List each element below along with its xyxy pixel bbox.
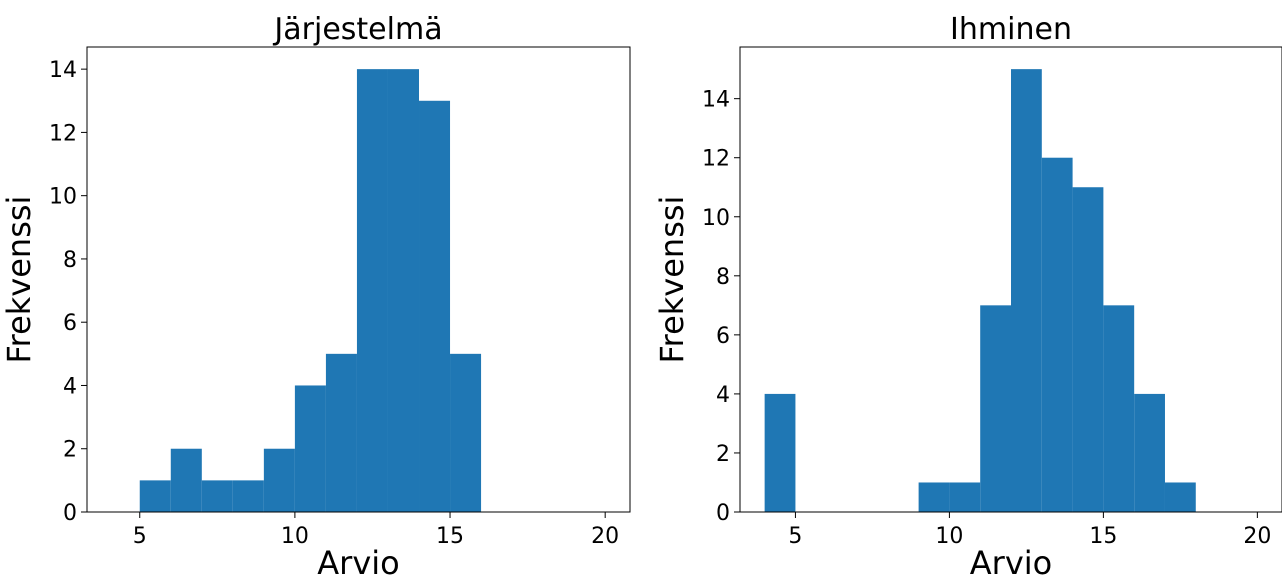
x-axis-ticks: 5 10 15 20 xyxy=(133,512,619,549)
histogram-bar xyxy=(356,69,388,513)
x-tick-label: 15 xyxy=(436,524,464,549)
y-tick-label: 14 xyxy=(702,88,730,113)
histogram-bar xyxy=(170,448,202,512)
x-tick-label: 20 xyxy=(591,524,619,549)
bars-group xyxy=(764,69,1196,513)
x-axis-label: Arvio xyxy=(970,544,1052,581)
y-tick-label: 12 xyxy=(702,147,730,172)
histogram-bar xyxy=(1103,305,1135,512)
histogram-bar xyxy=(263,448,295,512)
plot-frame xyxy=(739,46,1282,513)
y-tick-label: 0 xyxy=(63,501,77,526)
histogram-bar xyxy=(1041,157,1073,512)
histogram-bar xyxy=(1134,393,1165,512)
y-tick-label: 0 xyxy=(716,501,730,526)
bars-group xyxy=(139,69,482,513)
histogram-bar xyxy=(450,353,482,512)
y-tick-label: 8 xyxy=(63,248,77,273)
histogram-bar xyxy=(1164,482,1196,512)
histogram-panel-ihminen: 5 10 15 20 0 2 4 6 8 10 12 14 Ihminen Arvio Frekve… xyxy=(653,12,1282,581)
x-axis-ticks: 5 10 15 20 xyxy=(788,512,1271,549)
histogram-bar xyxy=(325,353,357,512)
histogram-bar xyxy=(764,393,796,512)
histogram-bar xyxy=(949,482,981,512)
histogram-bar xyxy=(980,305,1011,512)
plot-frame xyxy=(86,46,631,513)
y-tick-label: 12 xyxy=(49,121,77,146)
x-tick-label: 5 xyxy=(788,524,802,549)
chart-title: Ihminen xyxy=(950,12,1072,47)
y-tick-label: 14 xyxy=(49,58,77,83)
x-tick-label: 10 xyxy=(935,524,963,549)
y-tick-label: 8 xyxy=(716,265,730,290)
x-tick-label: 5 xyxy=(133,524,147,549)
histogram-bar xyxy=(419,100,451,512)
histogram-bar xyxy=(1011,69,1042,513)
y-axis-label: Frekvenssi xyxy=(653,196,691,364)
y-axis-ticks: 0 2 4 6 8 10 12 14 xyxy=(49,58,87,526)
histogram-panel-jarjestelma: 5 10 15 20 0 2 4 6 8 10 12 14 Järjestelmä Arvio Fr… xyxy=(0,12,631,581)
histogram-bar xyxy=(139,480,171,512)
x-axis-label: Arvio xyxy=(317,544,399,581)
x-tick-label: 10 xyxy=(281,524,309,549)
y-tick-label: 4 xyxy=(716,383,730,408)
histogram-bar xyxy=(232,480,264,512)
histogram-bar xyxy=(294,385,326,512)
histogram-bar xyxy=(201,480,233,512)
x-tick-label: 15 xyxy=(1089,524,1117,549)
y-tick-label: 6 xyxy=(716,324,730,349)
x-tick-label: 20 xyxy=(1243,524,1271,549)
histogram-bar xyxy=(387,69,420,513)
y-tick-label: 2 xyxy=(63,438,77,463)
y-tick-label: 10 xyxy=(702,206,730,231)
y-tick-label: 10 xyxy=(49,185,77,210)
chart-title: Järjestelmä xyxy=(272,12,442,47)
histogram-bar xyxy=(1072,187,1104,512)
y-tick-label: 2 xyxy=(716,442,730,467)
y-axis-label: Frekvenssi xyxy=(0,196,38,364)
histogram-bar xyxy=(918,482,950,512)
y-tick-label: 4 xyxy=(63,374,77,399)
y-axis-ticks: 0 2 4 6 8 10 12 14 xyxy=(702,88,740,526)
y-tick-label: 6 xyxy=(63,311,77,336)
